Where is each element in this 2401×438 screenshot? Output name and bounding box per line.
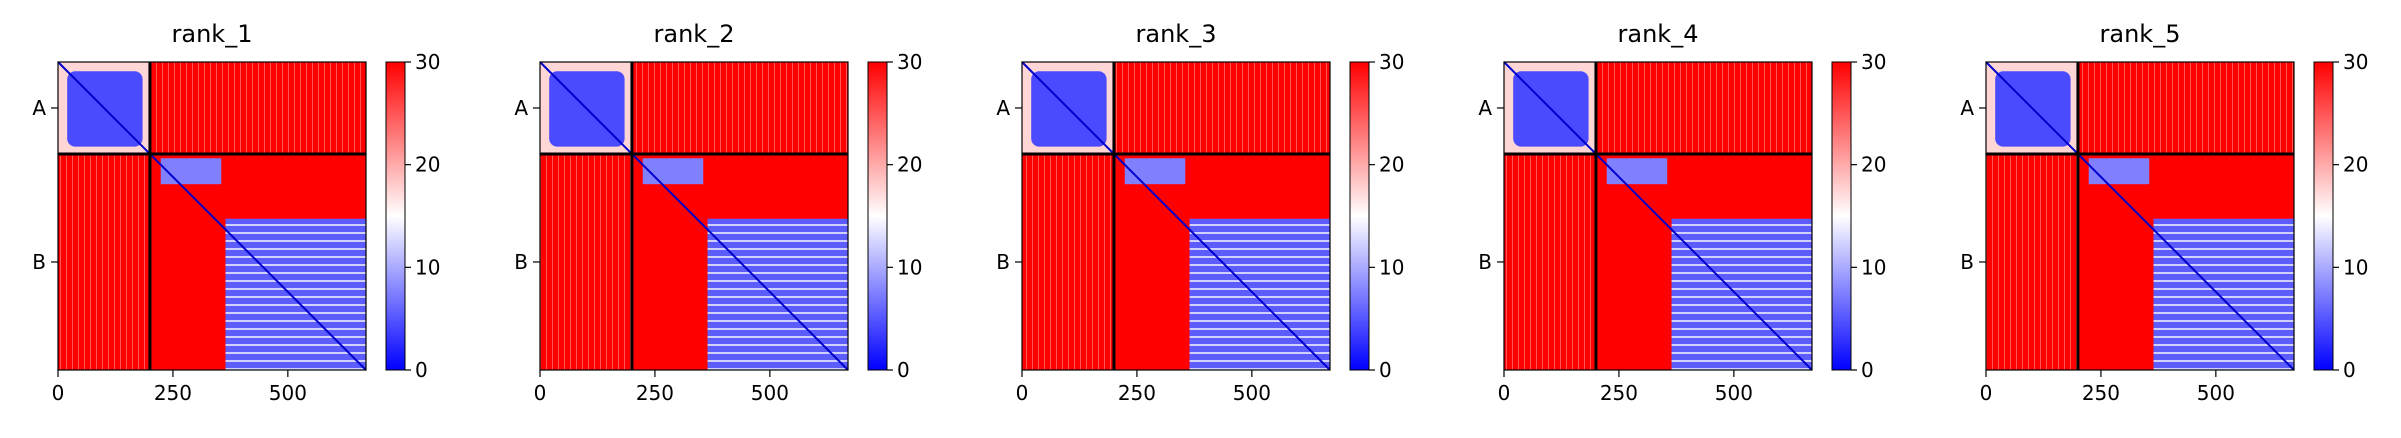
- x-tick-label: 250: [636, 381, 674, 405]
- block-bb-core: [2153, 218, 2294, 370]
- x-tick-label: 250: [1600, 381, 1638, 405]
- heatmap-panel-1: rank_1 0 250 500 A B 0 10 20 30: [32, 20, 440, 405]
- colorbar: [385, 61, 406, 371]
- colorbar-tick-label: 0: [2343, 358, 2356, 382]
- x-tick-label: 250: [2082, 381, 2120, 405]
- colorbar-tick-label: 10: [415, 255, 440, 279]
- chain-label-a: A: [1960, 96, 1974, 120]
- colorbar-tick-label: 20: [2343, 153, 2368, 177]
- colorbar-tick-label: 20: [897, 153, 922, 177]
- heatmap-panel-5: rank_5 0 250 500 A B 0 10 20 30: [1960, 20, 2368, 405]
- panel-title: rank_1: [172, 20, 253, 48]
- x-tick-label: 250: [1118, 381, 1156, 405]
- block-ba: [1986, 153, 2078, 370]
- colorbar-tick-label: 20: [415, 153, 440, 177]
- heatmap-frame: [1021, 61, 1331, 371]
- block-ab: [149, 62, 366, 154]
- heatmap-panel-2: rank_2 0 250 500 A B 0 10 20 30: [514, 20, 922, 405]
- block-bb-segment: [160, 158, 222, 185]
- block-bb-core: [707, 218, 848, 370]
- block-ab: [1595, 62, 1812, 154]
- chain-label-b: B: [996, 250, 1010, 274]
- block-ba: [540, 153, 632, 370]
- heatmap-panel-3: rank_3 0 250 500 A B 0 10 20 30: [996, 20, 1404, 405]
- colorbar-tick-label: 10: [2343, 255, 2368, 279]
- chain-label-b: B: [514, 250, 528, 274]
- block-bb-segment: [1124, 158, 1186, 185]
- x-tick-label: 0: [1980, 381, 1993, 405]
- x-tick-label: 0: [52, 381, 65, 405]
- colorbar: [867, 61, 888, 371]
- colorbar-tick-label: 0: [415, 358, 428, 382]
- colorbar-tick-label: 0: [1861, 358, 1874, 382]
- panel-title: rank_4: [1618, 20, 1699, 48]
- x-tick-label: 250: [154, 381, 192, 405]
- chain-label-a: A: [996, 96, 1010, 120]
- colorbar-tick-label: 30: [1861, 50, 1886, 74]
- colorbar: [1349, 61, 1370, 371]
- heatmap-frame: [1985, 61, 2295, 371]
- colorbar: [1831, 61, 1852, 371]
- chain-label-a: A: [514, 96, 528, 120]
- chain-label-b: B: [1960, 250, 1974, 274]
- x-tick-label: 500: [269, 381, 307, 405]
- block-bb-core: [225, 218, 366, 370]
- block-bb-segment: [642, 158, 704, 185]
- panel-title: rank_5: [2100, 20, 2181, 48]
- colorbar-tick-label: 10: [1861, 255, 1886, 279]
- diagonal-line: [57, 61, 367, 371]
- colorbar-tick-label: 20: [1861, 153, 1886, 177]
- panel-title: rank_3: [1136, 20, 1217, 48]
- x-tick-label: 0: [1498, 381, 1511, 405]
- colorbar-tick-label: 20: [1379, 153, 1404, 177]
- colorbar-tick-label: 30: [1379, 50, 1404, 74]
- block-bb-segment: [2088, 158, 2150, 185]
- colorbar-tick-label: 0: [1379, 358, 1392, 382]
- x-tick-label: 500: [751, 381, 789, 405]
- chain-label-b: B: [32, 250, 46, 274]
- x-tick-label: 0: [1016, 381, 1029, 405]
- diagonal-line: [1985, 61, 2295, 371]
- colorbar-tick-label: 10: [897, 255, 922, 279]
- chain-label-b: B: [1478, 250, 1492, 274]
- colorbar-tick-label: 0: [897, 358, 910, 382]
- heatmap-frame: [1503, 61, 1813, 371]
- colorbar: [2313, 61, 2334, 371]
- colorbar-tick-label: 30: [2343, 50, 2368, 74]
- heatmap-panel-4: rank_4 0 250 500 A B 0 10 20 30: [1478, 20, 1886, 405]
- block-ba: [1504, 153, 1596, 370]
- heatmap-frame: [539, 61, 849, 371]
- colorbar-tick-label: 30: [415, 50, 440, 74]
- chain-label-a: A: [1478, 96, 1492, 120]
- block-bb-core: [1189, 218, 1330, 370]
- block-ba: [1022, 153, 1114, 370]
- block-ab: [2077, 62, 2294, 154]
- block-ab: [631, 62, 848, 154]
- diagonal-line: [1503, 61, 1813, 371]
- block-ab: [1113, 62, 1330, 154]
- diagonal-line: [1021, 61, 1331, 371]
- chain-label-a: A: [32, 96, 46, 120]
- block-bb-segment: [1606, 158, 1668, 185]
- x-tick-label: 500: [1233, 381, 1271, 405]
- x-tick-label: 500: [1715, 381, 1753, 405]
- block-ba: [58, 153, 150, 370]
- heatmap-frame: [57, 61, 367, 371]
- diagonal-line: [539, 61, 849, 371]
- x-tick-label: 0: [534, 381, 547, 405]
- colorbar-tick-label: 30: [897, 50, 922, 74]
- block-bb-core: [1671, 218, 1812, 370]
- panel-title: rank_2: [654, 20, 735, 48]
- x-tick-label: 500: [2197, 381, 2235, 405]
- colorbar-tick-label: 10: [1379, 255, 1404, 279]
